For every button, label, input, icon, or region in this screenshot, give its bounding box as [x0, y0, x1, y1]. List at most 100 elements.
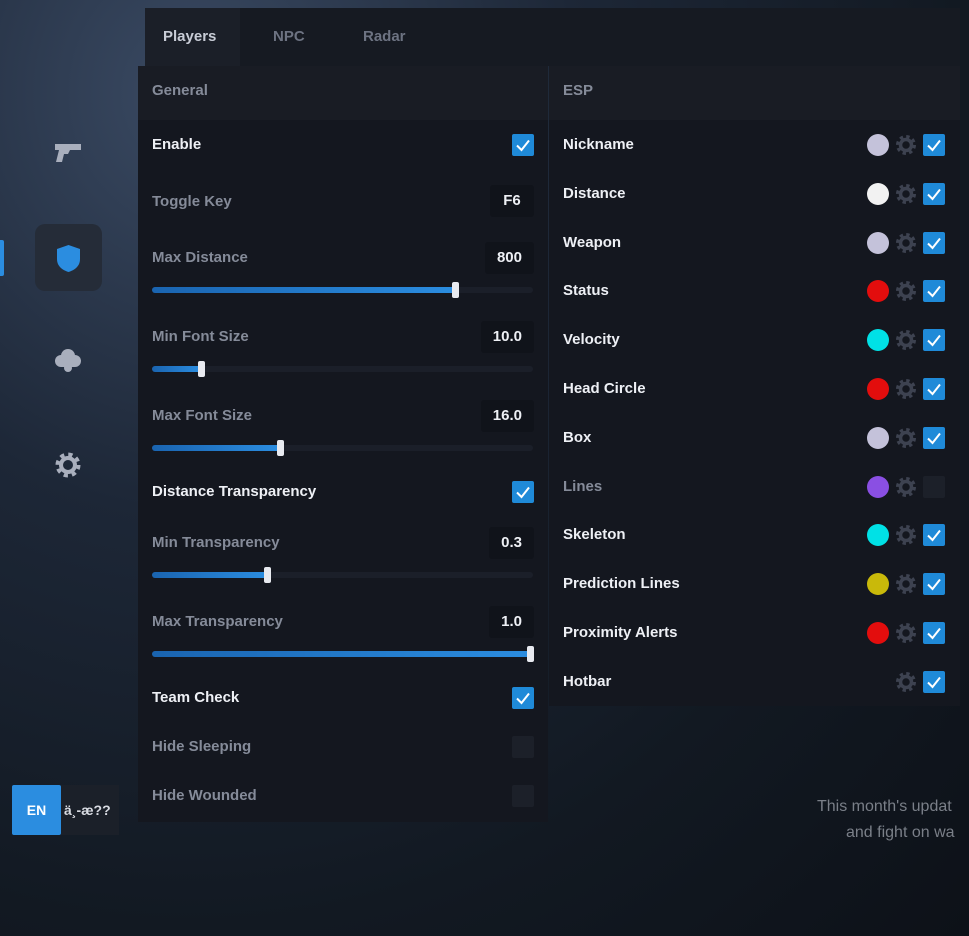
checkbox[interactable]: [923, 524, 945, 547]
gear-button[interactable]: [895, 232, 917, 254]
slider-knob[interactable]: [264, 567, 271, 583]
checkbox[interactable]: [923, 475, 945, 498]
checkmark: [927, 139, 941, 152]
slider[interactable]: [152, 282, 533, 298]
esp-label: Head Circle: [563, 380, 646, 397]
checkmark: [927, 237, 941, 250]
slider-knob[interactable]: [527, 646, 534, 662]
gear-button[interactable]: [895, 378, 917, 400]
color-swatch[interactable]: [867, 573, 889, 596]
color-swatch[interactable]: [867, 524, 889, 547]
checkmark: [927, 383, 941, 396]
slider-fill: [152, 287, 455, 293]
setting-label: Toggle Key: [152, 193, 232, 210]
gear-button[interactable]: [895, 524, 917, 546]
checkbox[interactable]: [512, 687, 534, 709]
slider-fill: [152, 651, 530, 657]
setting-label: Max Font Size: [152, 407, 253, 424]
background-text: This month's updat: [817, 798, 952, 815]
slider-knob[interactable]: [198, 361, 205, 377]
setting-label: Enable: [152, 136, 202, 153]
background-text: and fight on wa: [846, 824, 955, 841]
value-box[interactable]: 800: [484, 242, 534, 274]
slider[interactable]: [152, 567, 533, 583]
gear-button[interactable]: [895, 622, 917, 644]
gear-button[interactable]: [895, 134, 917, 156]
weapon-icon[interactable]: [52, 138, 84, 166]
cloud-icon[interactable]: [52, 346, 84, 374]
color-swatch[interactable]: [867, 134, 889, 156]
checkmark: [927, 627, 941, 640]
sidebar-indicator: [0, 240, 4, 276]
checkbox[interactable]: [923, 573, 945, 596]
gear-button[interactable]: [895, 476, 917, 498]
tab-bar: [145, 8, 960, 66]
checkmark: [927, 579, 941, 591]
slider[interactable]: [152, 361, 533, 377]
checkmark: [516, 486, 530, 499]
gear-button[interactable]: [895, 280, 917, 302]
checkbox[interactable]: [512, 134, 534, 156]
gear-button[interactable]: [895, 671, 917, 693]
esp-label: Skeleton: [563, 526, 626, 544]
shield-icon: [57, 245, 80, 272]
language-option[interactable]: ä¸-æ??: [61, 785, 119, 835]
gear-button[interactable]: [895, 427, 917, 449]
slider[interactable]: [152, 646, 534, 662]
checkbox[interactable]: [512, 736, 534, 758]
esp-label: Lines: [563, 477, 603, 495]
players-icon-box[interactable]: [35, 224, 102, 291]
gear-button[interactable]: [895, 573, 917, 595]
color-swatch[interactable]: [867, 329, 889, 352]
gear-button[interactable]: [895, 183, 917, 205]
checkbox[interactable]: [923, 231, 945, 254]
checkbox[interactable]: [923, 134, 945, 156]
key-box[interactable]: F6: [490, 185, 534, 217]
checkmark: [516, 692, 530, 705]
color-swatch[interactable]: [867, 475, 889, 498]
checkmark: [516, 139, 530, 152]
esp-panel: [549, 66, 960, 706]
setting-label: Team Check: [152, 689, 240, 706]
setting-label: Max Transparency: [152, 613, 283, 630]
color-swatch[interactable]: [867, 280, 889, 303]
checkmark: [927, 286, 941, 298]
color-swatch[interactable]: [867, 622, 889, 644]
value-box[interactable]: 16.0: [480, 400, 534, 432]
value-box[interactable]: 0.3: [489, 527, 534, 559]
tab[interactable]: NPC: [273, 28, 305, 45]
checkbox[interactable]: [512, 785, 534, 807]
color-swatch[interactable]: [867, 378, 889, 400]
esp-label: Distance: [563, 184, 626, 202]
checkbox[interactable]: [923, 182, 945, 205]
checkbox[interactable]: [923, 329, 945, 352]
checkmark: [927, 432, 941, 445]
slider-knob[interactable]: [277, 440, 284, 456]
setting-label: Min Transparency: [152, 534, 280, 551]
esp-label: Proximity Alerts: [563, 624, 678, 641]
checkbox[interactable]: [923, 622, 945, 644]
color-swatch[interactable]: [867, 182, 889, 205]
gear-button[interactable]: [895, 329, 917, 351]
value-box[interactable]: 10.0: [480, 321, 534, 353]
tab[interactable]: Players: [163, 28, 217, 45]
esp-label: Status: [563, 282, 609, 300]
esp-label: Box: [563, 428, 592, 446]
settings-icon[interactable]: [54, 451, 82, 479]
setting-label: Hide Wounded: [152, 787, 257, 804]
checkbox[interactable]: [923, 378, 945, 400]
value-box[interactable]: 1.0: [489, 606, 534, 638]
language-button[interactable]: EN: [12, 785, 61, 835]
slider[interactable]: [152, 440, 533, 456]
checkbox[interactable]: [923, 670, 945, 693]
esp-header-bg: [549, 66, 960, 120]
color-swatch[interactable]: [867, 231, 889, 254]
checkbox[interactable]: [923, 426, 945, 449]
color-swatch[interactable]: [867, 426, 889, 449]
checkmark: [927, 530, 941, 542]
setting-label: Distance Transparency: [152, 483, 317, 500]
checkbox[interactable]: [923, 280, 945, 303]
checkbox[interactable]: [512, 481, 534, 503]
tab[interactable]: Radar: [363, 28, 406, 45]
slider-knob[interactable]: [452, 282, 459, 298]
